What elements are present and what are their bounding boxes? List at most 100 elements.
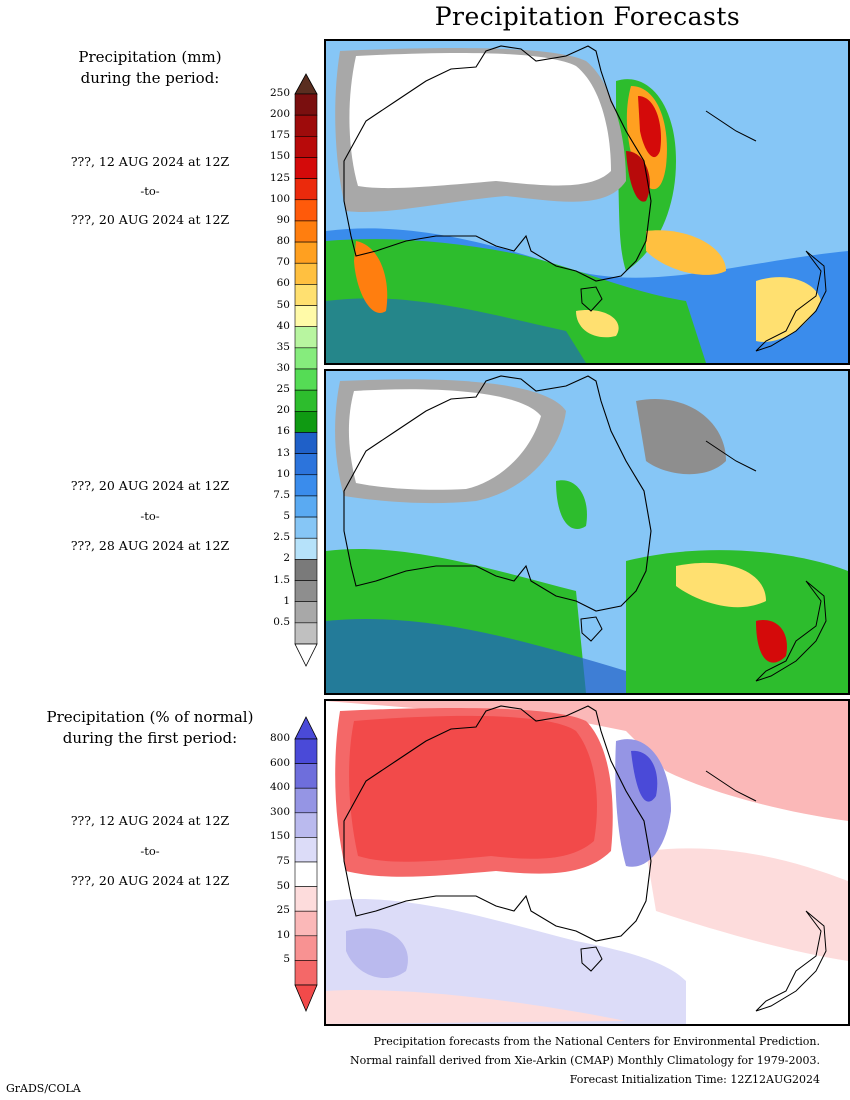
legend-mm-cell [294, 220, 318, 243]
period-1-start: ???, 12 AUG 2024 at 12Z [70, 154, 230, 169]
map-yellow-tasman [676, 562, 766, 608]
legend-mm-heading: Precipitation (mm) during the period: [40, 47, 260, 89]
legend-mm-cell [294, 432, 318, 454]
legend-mm-label: 100 [269, 192, 290, 205]
legend-pct-label: 75 [276, 855, 290, 867]
legend-mm-label: 30 [276, 362, 290, 374]
period-2-end: ???, 28 AUG 2024 at 12Z [70, 538, 230, 553]
period-2-start: ???, 20 AUG 2024 at 12Z [70, 478, 230, 493]
legend-mm-cell [294, 93, 318, 116]
legend-mm-heading-line2: during the period: [80, 69, 220, 87]
period-1-sep: -to- [140, 184, 160, 198]
legend-mm-cell [294, 199, 318, 222]
coastline-new-caledonia [705, 770, 757, 802]
legend-mm-cell [294, 114, 318, 137]
legend-pct-cell [294, 812, 318, 838]
footer-line-1: Precipitation forecasts from the Nationa… [373, 1035, 820, 1048]
coastline-new-caledonia [705, 110, 757, 142]
legend-pct-arrow-bottom [294, 984, 318, 1013]
period-3-end: ???, 20 AUG 2024 at 12Z [70, 873, 230, 888]
period-2-sep: -to- [140, 509, 160, 523]
legend-pct-cell [294, 738, 318, 764]
legend-pct-label: 25 [276, 904, 290, 917]
map-deep-red-interior [349, 715, 597, 862]
map-dry-interior [349, 53, 611, 189]
legend-pct-label: 5 [283, 953, 290, 966]
coastline-australia [343, 45, 652, 282]
legend-pct-cell [294, 960, 318, 986]
legend-mm-label: 125 [269, 171, 290, 184]
legend-pct-colorbar [294, 716, 318, 1013]
legend-pct-label: 300 [269, 805, 290, 818]
legend-mm-cell [294, 622, 318, 645]
legend-mm-label: 13 [276, 446, 290, 459]
legend-mm-label: 175 [269, 129, 290, 142]
coastline-australia [343, 705, 652, 942]
legend-pct-cell [294, 886, 318, 912]
legend-mm-label: 10 [276, 467, 290, 480]
legend-mm-cell [294, 453, 318, 476]
legend-mm-label: 80 [276, 235, 290, 248]
legend-mm-label: 20 [276, 404, 290, 417]
legend-mm-cell [294, 411, 318, 433]
legend-mm-label: 0.5 [273, 615, 290, 628]
legend-pct-label: 150 [269, 830, 290, 843]
legend-mm-label: 2 [283, 552, 290, 565]
legend-mm-cell [294, 305, 318, 327]
legend-mm-cell [294, 368, 318, 391]
legend-mm-cell [294, 284, 318, 306]
legend-mm-label: 70 [276, 256, 290, 269]
legend-pct-heading: Precipitation (% of normal) during the f… [30, 707, 270, 749]
map-purple-east [615, 739, 671, 867]
coastline-australia [343, 375, 652, 612]
legend-mm-cell [294, 262, 318, 285]
legend-mm-label: 200 [269, 108, 290, 121]
legend-mm-label: 250 [269, 87, 290, 99]
legend-pct-cell [294, 837, 318, 863]
legend-mm-label: 7.5 [273, 488, 290, 501]
legend-pct-cell [294, 787, 318, 814]
legend-mm-label: 150 [269, 150, 290, 163]
legend-mm-cell [294, 559, 318, 581]
legend-mm-label: 40 [276, 319, 290, 332]
legend-mm-label: 35 [276, 340, 290, 353]
legend-mm-cell [294, 474, 318, 497]
map-grey-coral-sea [636, 399, 726, 475]
page-title: Precipitation Forecasts [434, 2, 741, 31]
legend-pct-cell [294, 763, 318, 789]
legend-pct-arrow-top [294, 716, 318, 740]
coastline-tasmania [580, 946, 603, 972]
legend-pct-label: 50 [276, 879, 290, 892]
map-percent-normal [326, 701, 848, 1024]
legend-mm-cell [294, 580, 318, 602]
legend-mm-label: 16 [276, 425, 290, 438]
legend-mm-cell [294, 389, 318, 412]
period-1-end: ???, 20 AUG 2024 at 12Z [70, 212, 230, 227]
legend-mm-arrow-top [294, 73, 318, 95]
coastline-tasmania [580, 286, 603, 312]
map-dry-interior [348, 389, 541, 490]
legend-pct-cell [294, 935, 318, 961]
legend-mm-cell [294, 537, 318, 560]
map-panel-period-2 [324, 369, 850, 695]
footer-line-2: Normal rainfall derived from Xie-Arkin (… [350, 1054, 820, 1067]
map-yellow-tas [576, 310, 619, 338]
coastline-new-zealand [755, 250, 827, 352]
coastline-tasmania [580, 616, 603, 642]
grads-credit: GrADS/COLA [6, 1082, 81, 1095]
legend-mm-label: 60 [276, 277, 290, 290]
footer: Precipitation forecasts from the Nationa… [350, 1032, 820, 1089]
legend-pct-label: 10 [276, 928, 290, 941]
legend-pct-heading-line2: during the first period: [62, 729, 238, 747]
legend-mm-cell [294, 326, 318, 349]
legend-mm-label: 25 [276, 383, 290, 396]
map-panel-period-1 [324, 39, 850, 365]
map-yellow-east-band [646, 230, 726, 275]
legend-pct-label: 400 [269, 781, 290, 794]
legend-mm-heading-line1: Precipitation (mm) [78, 48, 222, 66]
map-panel-percent-normal [324, 699, 850, 1026]
coastline-new-zealand [755, 580, 827, 682]
footer-line-3: Forecast Initialization Time: 12Z12AUG20… [569, 1073, 820, 1086]
legend-pct-heading-line1: Precipitation (% of normal) [46, 708, 254, 726]
map-period-2 [326, 371, 848, 693]
